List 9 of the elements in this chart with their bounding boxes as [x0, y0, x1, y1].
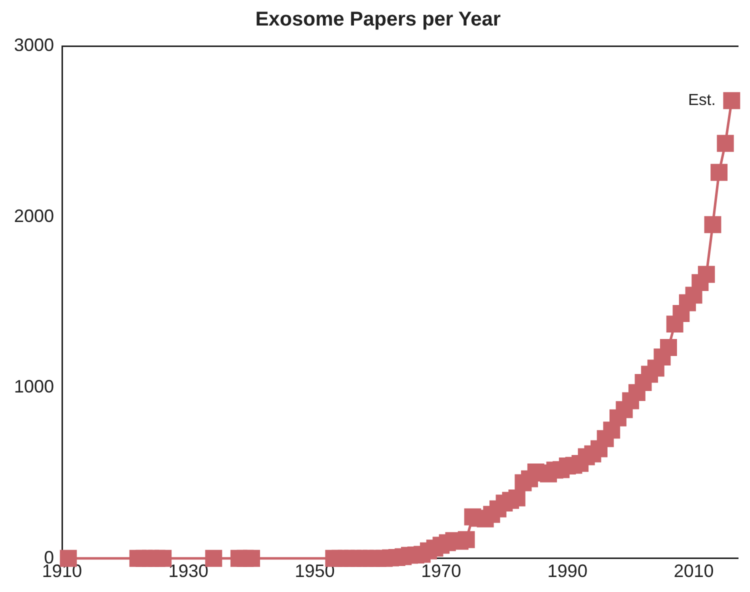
x-tick-label: 1970	[421, 561, 462, 582]
x-tick-label: 2010	[674, 561, 714, 582]
annotation: Est.	[688, 92, 716, 110]
chart-title: Exosome Papers per Year	[255, 8, 501, 31]
x-tick-label: 1930	[168, 561, 208, 582]
x-tick-label: 1990	[547, 561, 588, 582]
y-tick-label: 2000	[14, 206, 54, 226]
y-tick-label: 1000	[14, 376, 54, 397]
y-tick-label: 3000	[14, 34, 54, 55]
